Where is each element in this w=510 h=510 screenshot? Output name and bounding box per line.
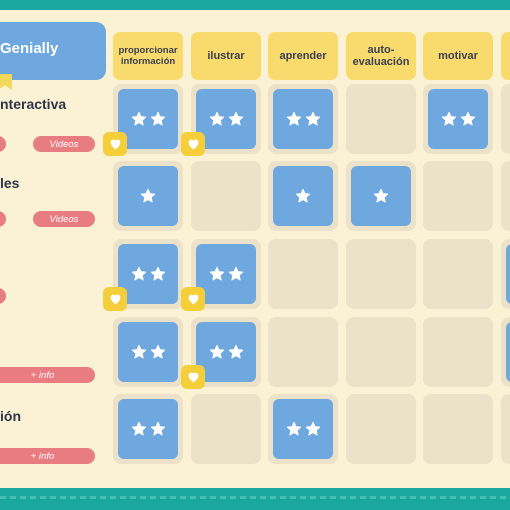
resource-tile[interactable] bbox=[196, 244, 256, 304]
star-icon bbox=[150, 111, 165, 126]
resource-tile[interactable] bbox=[351, 166, 411, 226]
resource-tile[interactable] bbox=[273, 399, 333, 459]
grid-cell[interactable] bbox=[501, 239, 510, 309]
star-icon bbox=[131, 421, 146, 436]
heart-glyph bbox=[188, 372, 198, 383]
bottom-border bbox=[0, 488, 510, 510]
star-icon bbox=[228, 111, 243, 126]
heart-icon[interactable] bbox=[181, 365, 205, 389]
heart-icon[interactable] bbox=[181, 287, 205, 311]
star-icon bbox=[131, 266, 146, 281]
resource-tile[interactable] bbox=[428, 89, 488, 149]
grid-cell[interactable] bbox=[268, 84, 338, 154]
grid-cell[interactable] bbox=[113, 394, 183, 464]
heart-glyph bbox=[110, 294, 120, 305]
column-header-motivar[interactable]: motivar bbox=[423, 32, 493, 80]
grid-cell bbox=[268, 239, 338, 309]
resource-tile[interactable] bbox=[118, 322, 178, 382]
row-4-info-tag[interactable]: + info bbox=[0, 367, 95, 383]
column-header-proporcionar[interactable]: proporcionar información bbox=[113, 32, 183, 80]
star-icon bbox=[131, 344, 146, 359]
grid-cell[interactable] bbox=[501, 317, 510, 387]
grid-cell bbox=[191, 161, 261, 231]
resource-tile[interactable] bbox=[506, 322, 510, 382]
star-icon bbox=[140, 188, 156, 203]
grid-cell[interactable] bbox=[268, 161, 338, 231]
star-icon bbox=[131, 111, 146, 126]
star-icon bbox=[305, 111, 320, 126]
row-label-5: ión bbox=[0, 408, 21, 424]
grid-cell[interactable] bbox=[191, 84, 261, 154]
grid-cell[interactable] bbox=[423, 84, 493, 154]
brand-banner: Genially bbox=[0, 22, 106, 80]
row-2-tag-edge[interactable] bbox=[0, 211, 6, 227]
grid-cell bbox=[501, 394, 510, 464]
grid-cell bbox=[501, 161, 510, 231]
row-1-tag-edge[interactable] bbox=[0, 136, 6, 152]
grid-cell bbox=[501, 84, 510, 154]
star-icon bbox=[150, 421, 165, 436]
star-icon bbox=[150, 344, 165, 359]
resource-tile[interactable] bbox=[273, 166, 333, 226]
heart-icon[interactable] bbox=[103, 287, 127, 311]
row-3-tag-edge[interactable] bbox=[0, 288, 6, 304]
grid-cell bbox=[191, 394, 261, 464]
grid-cell bbox=[346, 317, 416, 387]
star-icon bbox=[209, 111, 224, 126]
star-icon bbox=[150, 266, 165, 281]
column-header-autoevaluacion[interactable]: auto-evaluación bbox=[346, 32, 416, 80]
star-icon bbox=[228, 344, 243, 359]
star-icon bbox=[228, 266, 243, 281]
heart-icon[interactable] bbox=[103, 132, 127, 156]
heart-glyph bbox=[188, 294, 198, 305]
star-icon bbox=[460, 111, 475, 126]
resource-matrix-board: Genially proporcionar información ilustr… bbox=[0, 10, 510, 488]
grid-cell[interactable] bbox=[113, 239, 183, 309]
grid-cell[interactable] bbox=[113, 317, 183, 387]
grid-cell[interactable] bbox=[268, 394, 338, 464]
resource-tile[interactable] bbox=[196, 322, 256, 382]
resource-tile[interactable] bbox=[118, 399, 178, 459]
star-icon bbox=[286, 421, 301, 436]
resource-tile[interactable] bbox=[118, 244, 178, 304]
grid-cell bbox=[346, 84, 416, 154]
grid-cell[interactable] bbox=[113, 161, 183, 231]
grid-cell bbox=[268, 317, 338, 387]
grid-cell bbox=[423, 394, 493, 464]
heart-icon[interactable] bbox=[181, 132, 205, 156]
resource-tile[interactable] bbox=[273, 89, 333, 149]
heart-glyph bbox=[188, 139, 198, 150]
bookmark-flag-icon bbox=[0, 74, 12, 90]
resource-tile[interactable] bbox=[118, 166, 178, 226]
bottom-border-pattern bbox=[0, 496, 510, 499]
grid-cell bbox=[423, 161, 493, 231]
grid-cell bbox=[423, 239, 493, 309]
heart-glyph bbox=[110, 139, 120, 150]
star-icon bbox=[286, 111, 301, 126]
star-icon bbox=[209, 266, 224, 281]
row-label-2: les bbox=[0, 175, 20, 191]
star-icon bbox=[305, 421, 320, 436]
star-icon bbox=[295, 188, 311, 203]
grid-cell bbox=[346, 394, 416, 464]
row-1-videos-tag[interactable]: Videos bbox=[33, 136, 95, 152]
column-header-partial[interactable] bbox=[501, 32, 510, 80]
grid-cell bbox=[346, 239, 416, 309]
resource-tile[interactable] bbox=[118, 89, 178, 149]
star-icon bbox=[441, 111, 456, 126]
column-header-aprender[interactable]: aprender bbox=[268, 32, 338, 80]
grid-cell bbox=[423, 317, 493, 387]
row-label-1: nteractiva bbox=[0, 96, 67, 112]
row-5-info-tag[interactable]: + info bbox=[0, 448, 95, 464]
column-header-ilustrar[interactable]: ilustrar bbox=[191, 32, 261, 80]
star-icon bbox=[209, 344, 224, 359]
resource-tile[interactable] bbox=[196, 89, 256, 149]
grid-cell[interactable] bbox=[346, 161, 416, 231]
resource-tile[interactable] bbox=[506, 244, 510, 304]
row-2-videos-tag[interactable]: Videos bbox=[33, 211, 95, 227]
top-border bbox=[0, 0, 510, 10]
brand-title: Genially bbox=[0, 40, 59, 57]
star-icon bbox=[373, 188, 389, 203]
